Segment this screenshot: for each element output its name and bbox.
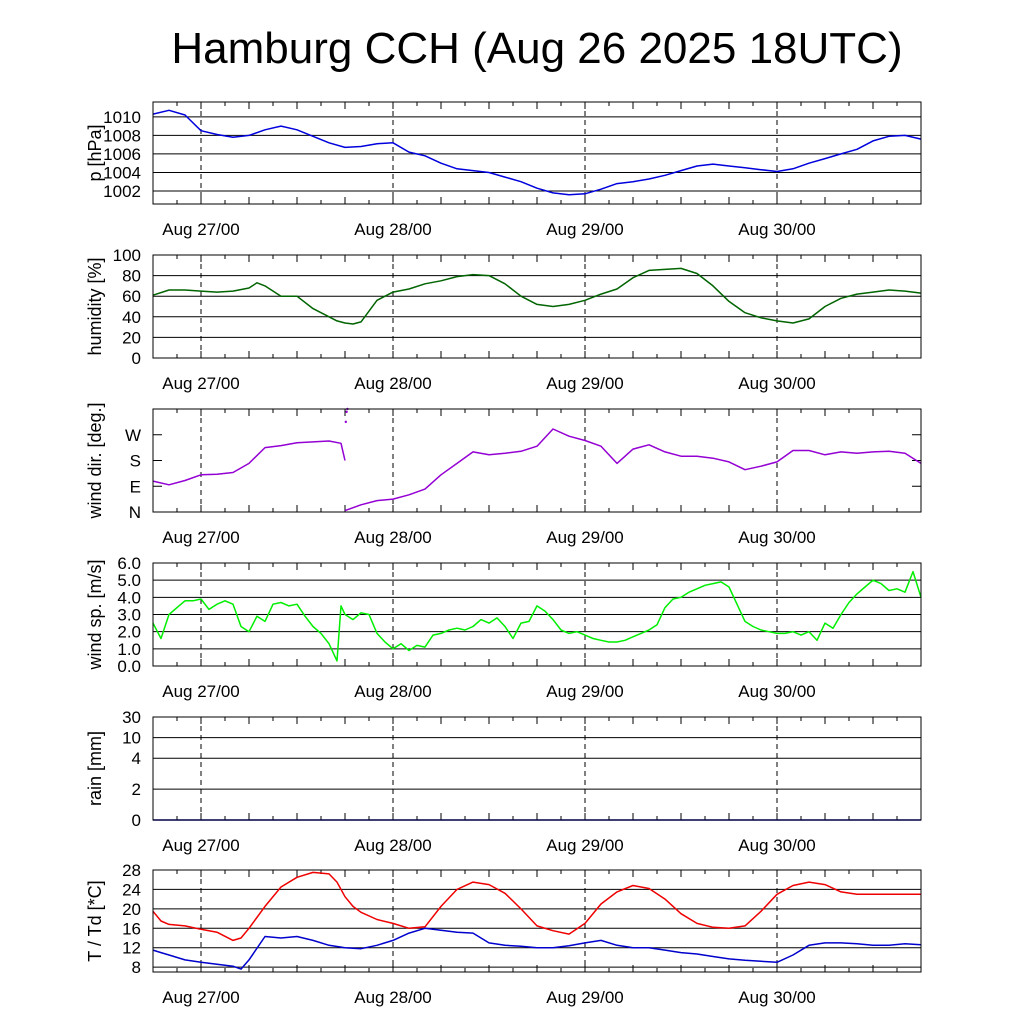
y-tick-label: 16 [122,919,141,938]
y-tick-label: 40 [122,308,141,327]
x-tick-label: Aug 28/00 [354,374,432,393]
x-tick-label: Aug 30/00 [738,988,816,1007]
y-tick-label: 1.0 [117,640,141,659]
series-line [152,109,922,196]
panel-frame [152,408,922,513]
x-tick-label: Aug 27/00 [162,682,240,701]
wind-dir-point [344,420,347,424]
series-line [152,267,922,325]
panel-frame [152,101,922,205]
y-tick-label: 1006 [103,145,141,164]
series-line [152,570,922,662]
panel-5: 0 2 410 30 Aug 27/00 Aug 28/00 Aug 29/00 Aug 30… [85,708,922,855]
y-tick-label: N [129,503,141,522]
y-tick-label: E [130,477,141,496]
y-tick-label: 8 [132,958,141,977]
x-tick-label: Aug 30/00 [738,374,816,393]
y-tick-label: 4.0 [117,588,141,607]
x-tick-label: Aug 28/00 [354,220,432,239]
x-tick-label: Aug 30/00 [738,528,816,547]
wind-dir-point [345,410,348,414]
x-tick-label: Aug 28/00 [354,528,432,547]
panel-frame [152,716,922,821]
y-tick-label: 3.0 [117,606,141,625]
series-line [344,428,922,512]
x-tick-label: Aug 30/00 [738,220,816,239]
y-tick-label: 6.0 [117,554,141,573]
y-tick-label: 5.0 [117,571,141,590]
y-tick-label: 20 [122,900,141,919]
y-axis-title: p [hPa] [85,124,105,181]
y-tick-label: 1010 [103,108,141,127]
y-tick-label: 10 [122,729,141,748]
y-tick-label: 2 [132,780,141,799]
x-tick-label: Aug 27/00 [162,836,240,855]
panel-frame [152,869,922,973]
x-tick-label: Aug 30/00 [738,836,816,855]
y-tick-label: 30 [122,708,141,727]
panel-frame [152,254,922,359]
y-axis-title: humidity [%] [85,257,105,355]
panel-4: 0.01.02.03.04.05.06.0 Aug 27/00 Aug 28/00 A… [85,554,922,701]
x-tick-label: Aug 29/00 [546,528,624,547]
y-axis-title: rain [mm] [85,731,105,806]
x-tick-label: Aug 28/00 [354,682,432,701]
series-line [152,440,346,486]
x-tick-label: Aug 27/00 [162,374,240,393]
y-tick-label: 4 [132,749,141,768]
y-axis-title: T / Td [*C] [85,880,105,961]
x-tick-label: Aug 27/00 [162,988,240,1007]
x-tick-label: Aug 27/00 [162,528,240,547]
x-tick-label: Aug 29/00 [546,374,624,393]
x-tick-label: Aug 29/00 [546,220,624,239]
x-tick-label: Aug 29/00 [546,682,624,701]
y-tick-label: 100 [113,246,141,265]
x-tick-label: Aug 28/00 [354,988,432,1007]
y-tick-label: 1008 [103,126,141,145]
y-tick-label: 1004 [103,163,141,182]
panel-frame [152,562,922,667]
y-tick-label: 0.0 [117,657,141,676]
y-tick-label: 2.0 [117,623,141,642]
y-tick-label: 80 [122,267,141,286]
y-tick-label: 12 [122,939,141,958]
y-tick-label: 20 [122,328,141,347]
x-tick-label: Aug 29/00 [546,988,624,1007]
y-tick-label: 0 [132,349,141,368]
y-tick-label: 24 [122,880,141,899]
x-tick-label: Aug 30/00 [738,682,816,701]
series-line [152,871,921,942]
y-tick-label: 1002 [103,182,141,201]
x-tick-label: Aug 29/00 [546,836,624,855]
page-title: Hamburg CCH (Aug 26 2025 18UTC) [171,24,903,73]
y-tick-label: 0 [132,811,141,830]
series-line [152,927,922,970]
y-axis-title: wind dir. [deg.] [85,402,105,519]
y-axis-title: wind sp. [m/s] [85,559,105,670]
x-tick-label: Aug 27/00 [162,220,240,239]
y-tick-label: 60 [122,287,141,306]
y-tick-label: 28 [122,861,141,880]
y-tick-label: S [130,452,141,471]
x-tick-label: Aug 28/00 [354,836,432,855]
y-tick-label: W [125,426,141,445]
